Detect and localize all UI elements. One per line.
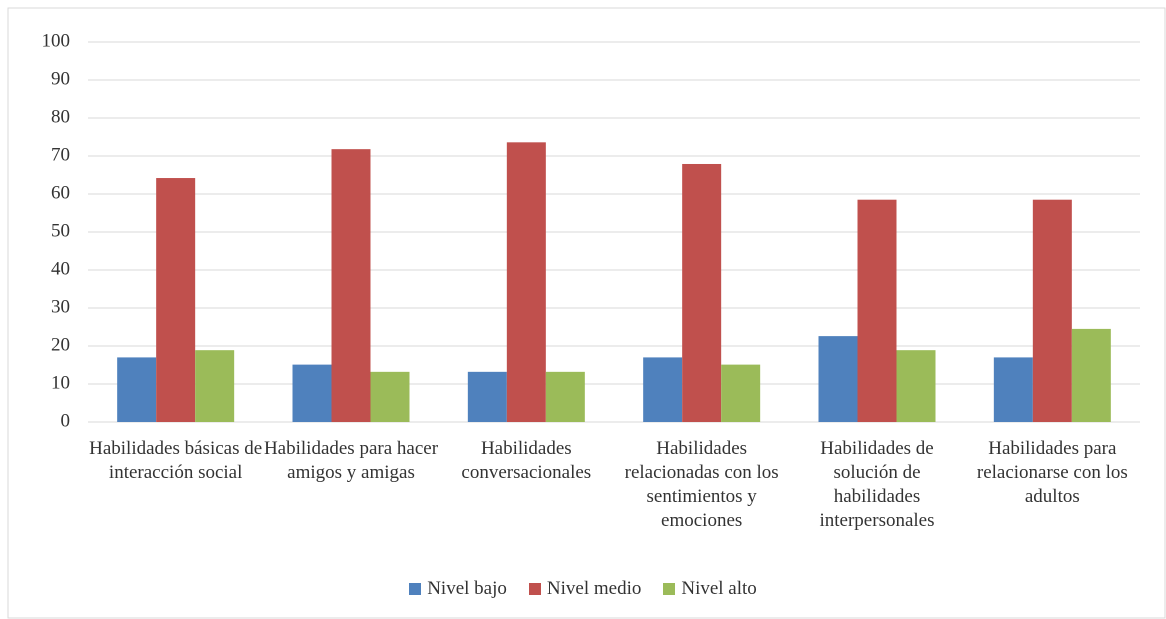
x-tick-label: Habilidades de solución de habilidades i… <box>819 438 935 531</box>
bar <box>818 336 858 422</box>
legend-label: Nivel bajo <box>427 578 507 599</box>
bar <box>195 350 235 422</box>
bar <box>545 371 585 422</box>
legend-swatch <box>409 583 422 595</box>
bar <box>1071 328 1111 422</box>
bar <box>993 357 1033 422</box>
x-tick-label: Habilidades relacionadas con los sentimi… <box>624 438 779 531</box>
y-tick-label: 60 <box>51 182 70 203</box>
bar <box>896 350 936 422</box>
bar <box>682 163 722 423</box>
bar <box>156 178 196 422</box>
bar <box>370 371 410 422</box>
x-tick-label: Habilidades conversacionales <box>461 438 592 483</box>
bar <box>643 357 683 422</box>
bar <box>1032 199 1072 422</box>
y-tick-label: 70 <box>51 144 70 165</box>
x-tick-label: Habilidades para hacer amigos y amigas <box>263 438 439 483</box>
legend-swatch <box>663 583 676 595</box>
legend: Nivel bajo Nivel medio Nivel alto <box>0 578 1166 600</box>
y-tick-label: 30 <box>51 296 70 317</box>
frame <box>7 7 1166 619</box>
y-tick-label: 100 <box>42 30 71 51</box>
y-tick-label: 80 <box>51 106 70 127</box>
bar <box>721 364 761 422</box>
legend-label: Nivel medio <box>546 578 642 599</box>
y-tick-label: 0 <box>61 410 71 431</box>
x-tick-label: Habilidades para relacionarse con los ad… <box>976 438 1128 507</box>
y-tick-label: 40 <box>51 258 70 279</box>
legend-swatch <box>528 583 541 595</box>
legend-item: Nivel alto <box>663 578 757 600</box>
legend-item: Nivel bajo <box>409 578 507 600</box>
bar <box>506 142 546 422</box>
y-tick-label: 90 <box>51 68 70 89</box>
bar <box>467 371 507 422</box>
legend-label: Nivel alto <box>681 578 757 599</box>
legend-item: Nivel medio <box>528 578 642 600</box>
y-tick-label: 20 <box>51 334 70 355</box>
x-tick-label: Habilidades básicas de interacción socia… <box>89 438 263 483</box>
y-tick-label: 10 <box>51 372 70 393</box>
bar <box>292 364 332 422</box>
bar <box>331 149 371 422</box>
bar <box>857 199 897 422</box>
y-tick-label: 50 <box>51 220 70 241</box>
bar <box>117 357 157 422</box>
